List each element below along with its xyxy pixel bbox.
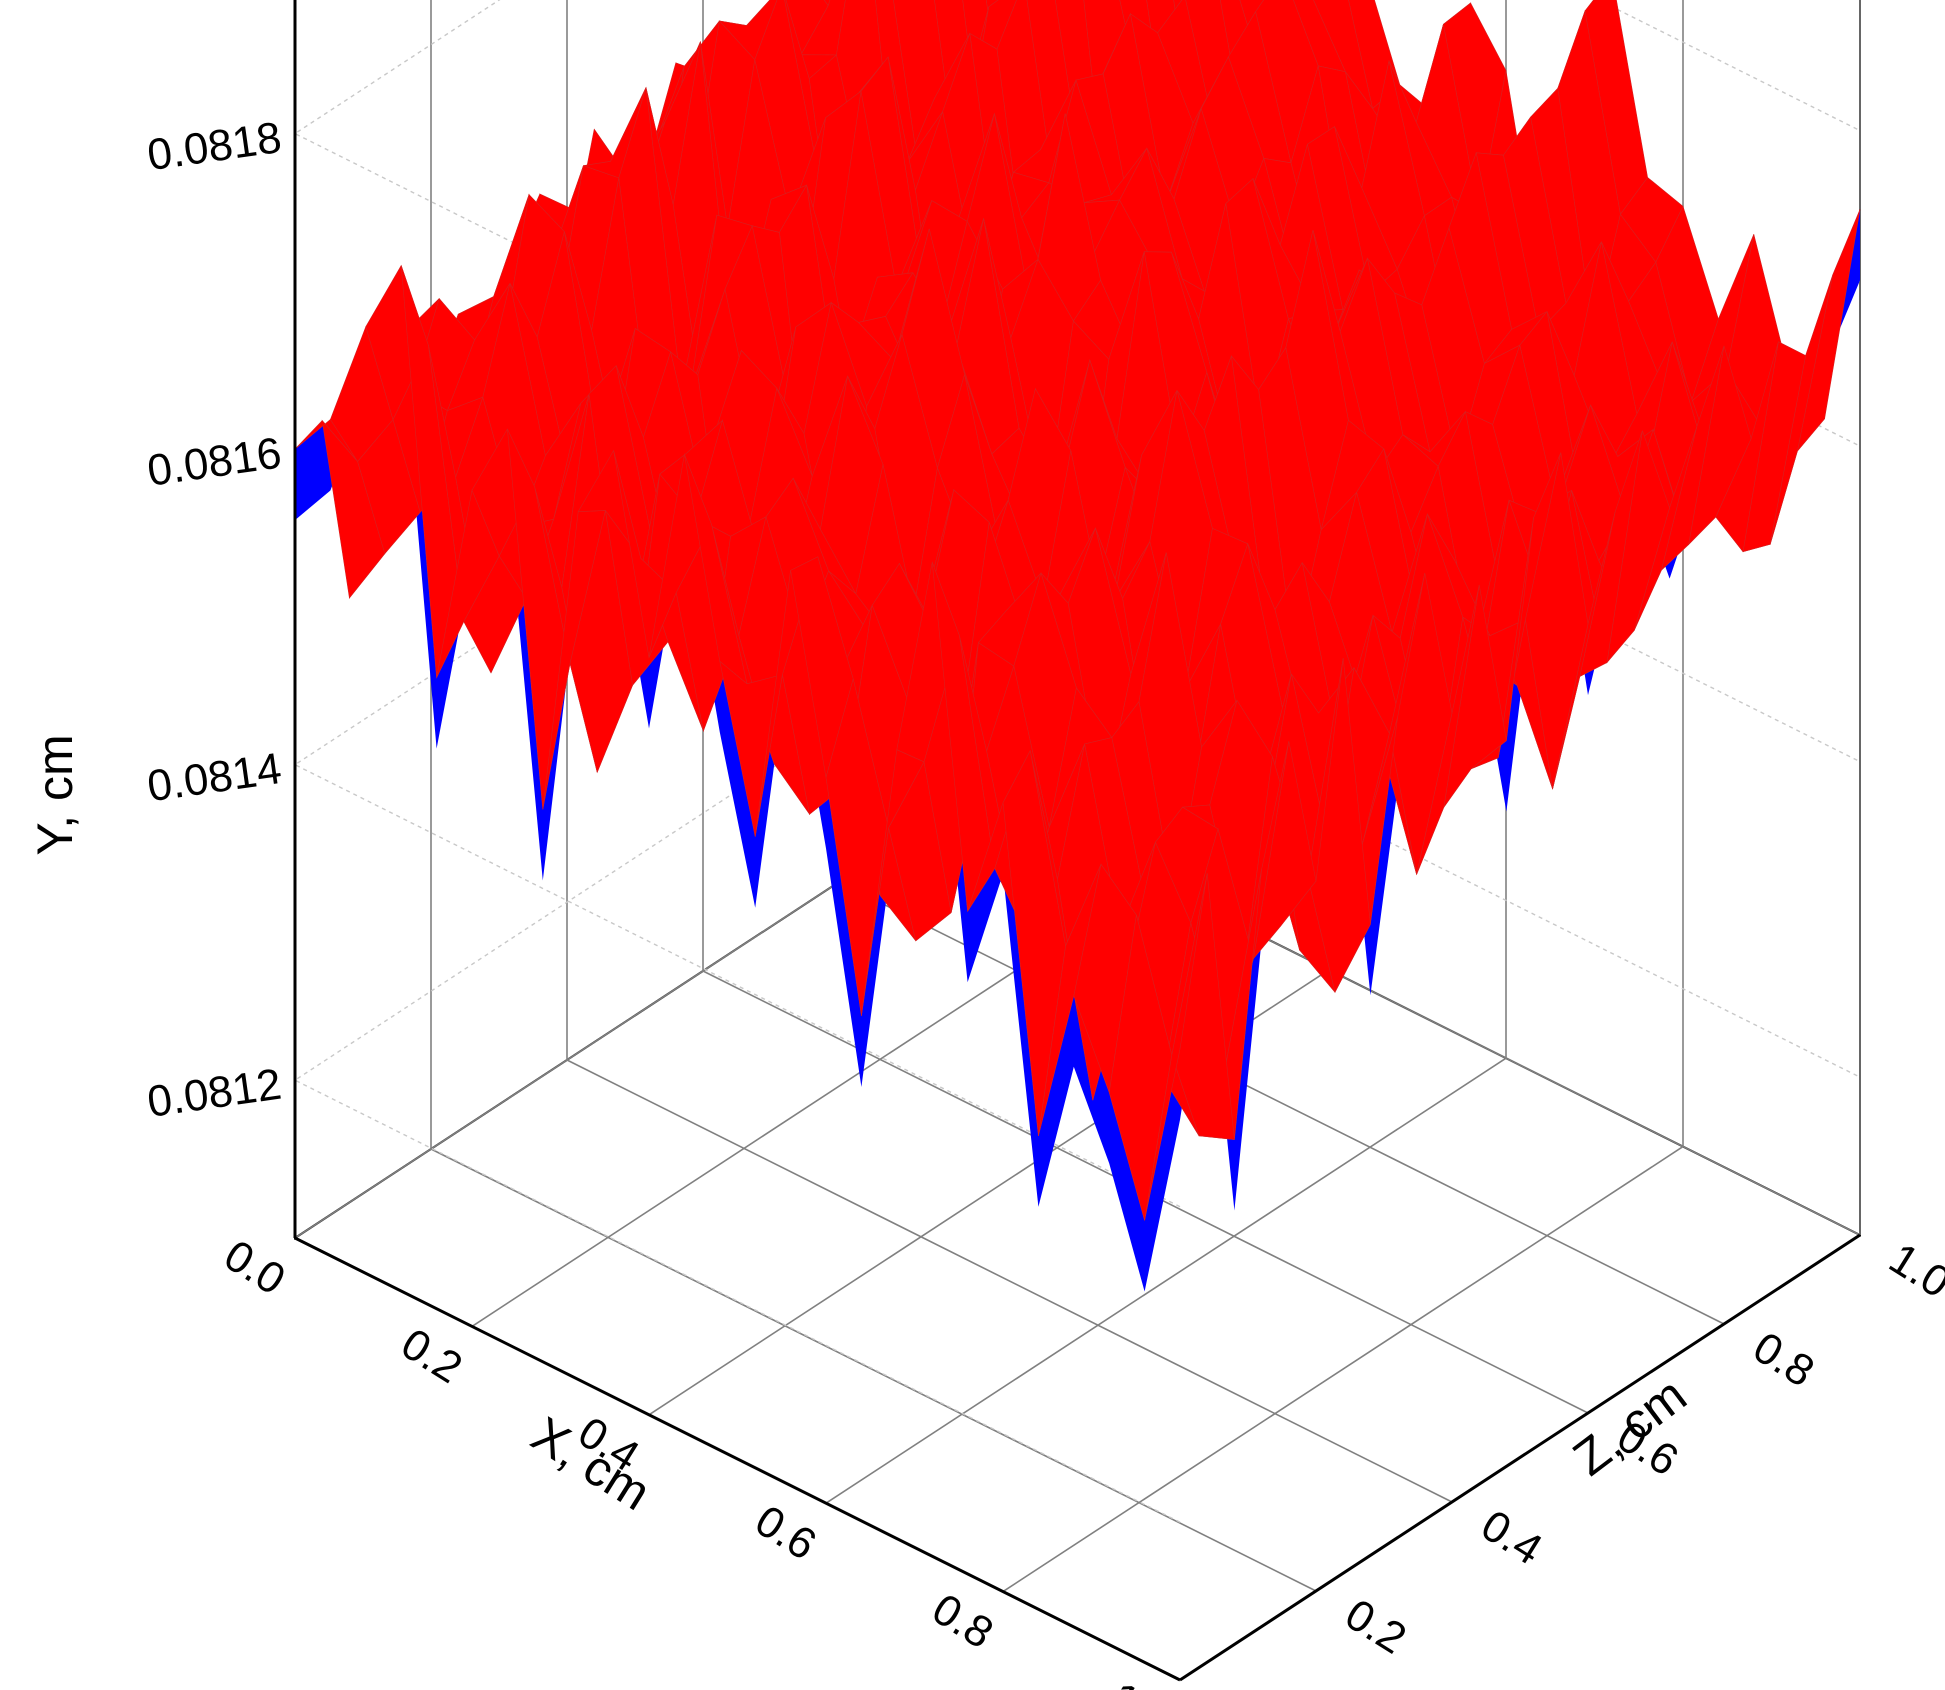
x-tick-label: 0.2 [393,1319,471,1393]
x-tick-label: 0.0 [216,1231,294,1305]
z-tick-label: 1.0 [1881,1234,1945,1308]
x-tick-label: 0.8 [924,1584,1002,1658]
surface-plot [294,0,1861,1292]
y-axis-title: Y, cm [27,734,83,855]
surface-facet [1144,873,1208,1221]
floor-gridline-x [1002,1145,1684,1593]
x-axis-line [294,1236,1181,1682]
y-tick-label: 0.0818 [144,113,284,180]
surface-underside [295,265,1180,1292]
x-tick-label: 1.0 [1101,1673,1179,1690]
floor-gridline-z [838,881,1725,1325]
floor-gridline-z [430,1148,1317,1592]
chart-axes [293,0,1861,1682]
z-tick-label: 0.2 [1337,1590,1415,1664]
z-tick-label: 0.4 [1473,1501,1551,1575]
z-axis-line [1179,1233,1861,1682]
floor-gridline-z [566,1059,1453,1503]
z-tick-label: 0.0 [1201,1679,1279,1690]
y-tick-label: 0.0812 [144,1060,284,1127]
floor-gridline-x [825,1057,1507,1504]
z-tick-label: 0.8 [1745,1323,1823,1397]
x-tick-label: 0.6 [747,1496,825,1570]
y-tick-label: 0.0816 [144,428,284,495]
y-tick-label: 0.0814 [144,744,284,811]
